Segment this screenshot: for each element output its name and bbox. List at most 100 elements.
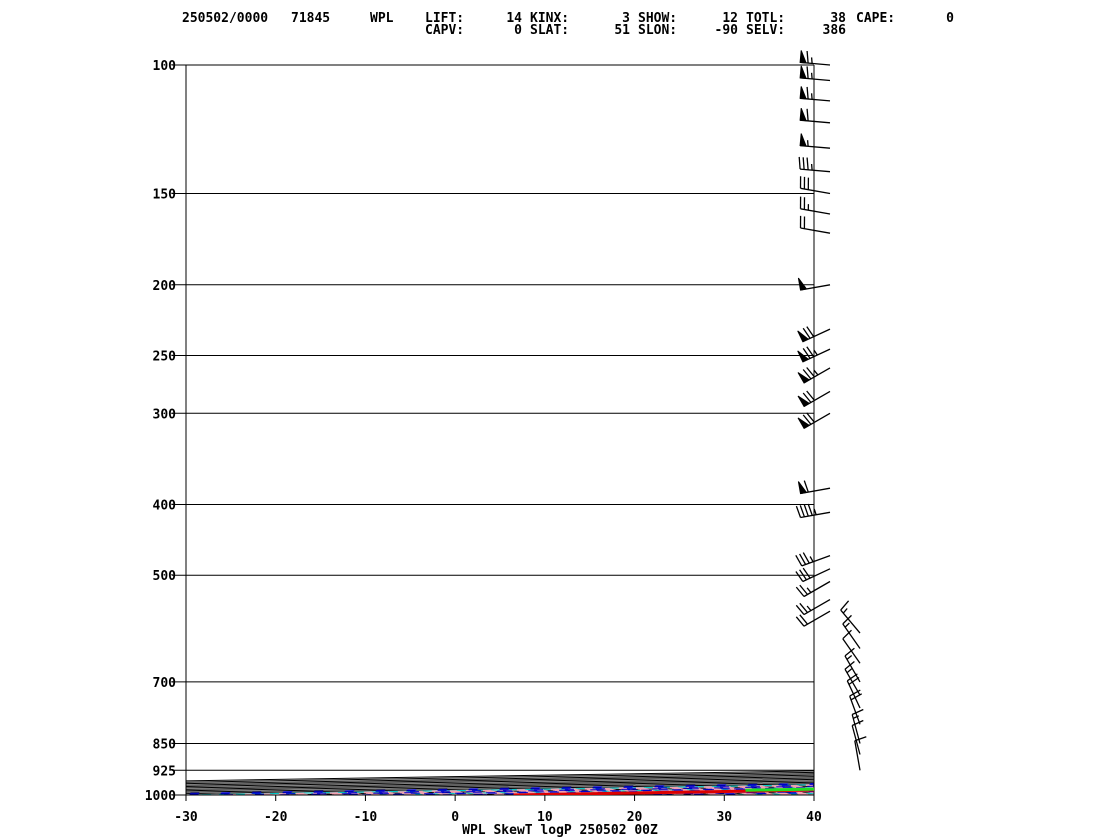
moist-adiabat-line: [186, 784, 814, 795]
isotherm-line: [186, 783, 814, 795]
moist-adiabat-line: [423, 788, 814, 795]
temperature-tick-labels: -30 -20 -10 0 10 20 30 40: [174, 795, 822, 825]
mixing-ratio-line: [394, 788, 814, 795]
isotherm-line: [186, 780, 814, 792]
wind-barb: [797, 390, 831, 408]
moist-adiabat-line: [460, 789, 814, 795]
pressure-tick-label: 1000: [145, 789, 176, 804]
pressure-tick-label: 150: [153, 188, 177, 203]
pressure-tick-labels: 100 150 200 250 300 400 500 700 850 925 1000: [145, 59, 176, 804]
header-kinx-value: 3: [622, 11, 630, 26]
mixing-ratio-line: [613, 791, 814, 795]
header-totl-value: 38: [830, 11, 846, 26]
temperature-tick-label: 30: [716, 810, 732, 825]
mixing-ratio-line: [347, 787, 814, 795]
wind-barb: [799, 65, 831, 82]
header-show-value: 12: [722, 11, 738, 26]
header-capv-value: 0: [514, 23, 522, 38]
temperature-tick-label: 10: [537, 810, 553, 825]
header-show-label: SHOW:: [638, 11, 677, 26]
mixing-ratio-line: [645, 792, 814, 795]
sounding-profiles: [513, 787, 814, 795]
wind-barb: [795, 552, 831, 567]
moist-adiabat-line: [535, 790, 814, 795]
isobar-lines: [172, 64, 814, 796]
header-totl-label: TOTL:: [746, 11, 785, 26]
wind-barb: [795, 567, 831, 583]
dry-adiabat-line: [510, 49, 1120, 811]
wind-barb: [799, 196, 831, 215]
temperature-tick-label: -30: [174, 810, 198, 825]
temperature-tick-label: 0: [451, 810, 459, 825]
isotherm-line: [243, 785, 814, 795]
mixing-ratio-line: [186, 783, 814, 795]
mixing-ratio-line: [429, 788, 814, 795]
dry-adiabat-line: [873, 49, 1120, 811]
temperature-tick-label: 20: [627, 810, 643, 825]
isotherm-line: [0, 32, 1120, 826]
dry-adiabat-line: [0, 49, 1120, 811]
pressure-tick-label: 100: [153, 59, 177, 74]
wind-barb: [854, 736, 867, 771]
mixing-ratio-line: [186, 782, 814, 794]
isotherm-line: [186, 774, 814, 786]
header-station-code: WPL: [370, 11, 394, 26]
mixing-ratio-line: [500, 790, 814, 795]
wind-barb: [849, 689, 863, 725]
header-date: 250502/0000: [182, 11, 268, 26]
header-kinx-label: KINX:: [530, 11, 569, 26]
pressure-tick-label: 850: [153, 738, 177, 753]
background-lines: [0, 32, 1120, 826]
moist-adiabat-line: [609, 791, 814, 795]
wind-barb: [797, 480, 831, 495]
isotherm-line: [186, 778, 814, 790]
isotherm-line: [781, 794, 814, 795]
moist-adiabat-line: [201, 785, 814, 795]
moist-adiabat-line: [238, 785, 814, 795]
dry-adiabat-line: [691, 49, 1120, 811]
dry-adiabat-line: [514, 790, 814, 795]
header-lift-value: 14: [506, 11, 522, 26]
mixing-ratio-line: [233, 785, 814, 795]
pressure-tick-label: 700: [153, 676, 177, 691]
header-cape-value: 0: [946, 11, 954, 26]
moist-adiabat-line: [497, 789, 814, 795]
moist-adiabat-line: [645, 792, 814, 795]
isotherm-line: [186, 784, 814, 795]
isotherm-line: [332, 787, 814, 795]
header-station-id: 71845: [291, 11, 330, 26]
wind-barb: [797, 277, 831, 291]
wind-barb: [798, 156, 831, 173]
pressure-tick-label: 400: [153, 499, 177, 514]
wind-barb: [799, 176, 831, 195]
temperature-tick-label: 40: [806, 810, 822, 825]
pressure-tick-label: 925: [153, 764, 176, 779]
wind-barb: [797, 326, 831, 343]
wind-barb: [797, 412, 831, 429]
plot-frame: [185, 65, 815, 795]
wind-barb: [840, 600, 861, 634]
moist-adiabat-line: [719, 793, 814, 795]
header-capv-label: CAPV:: [425, 23, 464, 38]
moist-adiabat-line: [348, 787, 814, 795]
temperature-tick-label: -20: [264, 810, 288, 825]
mixing-ratio-line: [534, 790, 814, 795]
pressure-tick-label: 200: [153, 279, 177, 294]
moist-adiabat-line: [682, 792, 814, 795]
header-line-1: 250502/0000 71845 WPL LIFT: 14 KINX: 3 S…: [182, 11, 954, 26]
wind-barb: [799, 133, 831, 149]
wind-barb: [797, 346, 831, 363]
isotherm-line: [186, 770, 814, 782]
isotherm-line: [422, 788, 814, 795]
header-selv-label: SELV:: [746, 23, 785, 38]
temperature-profile: [513, 788, 814, 795]
dry-adiabat-line: [694, 793, 814, 795]
wind-barb: [795, 580, 831, 598]
header-cape-label: CAPE:: [856, 11, 895, 26]
mixing-ratio-line: [270, 786, 814, 795]
moist-adiabat-line: [274, 786, 814, 795]
header-lift-label: LIFT:: [425, 11, 464, 26]
dry-adiabat-line: [146, 49, 1120, 811]
isotherm-line: [186, 771, 814, 783]
